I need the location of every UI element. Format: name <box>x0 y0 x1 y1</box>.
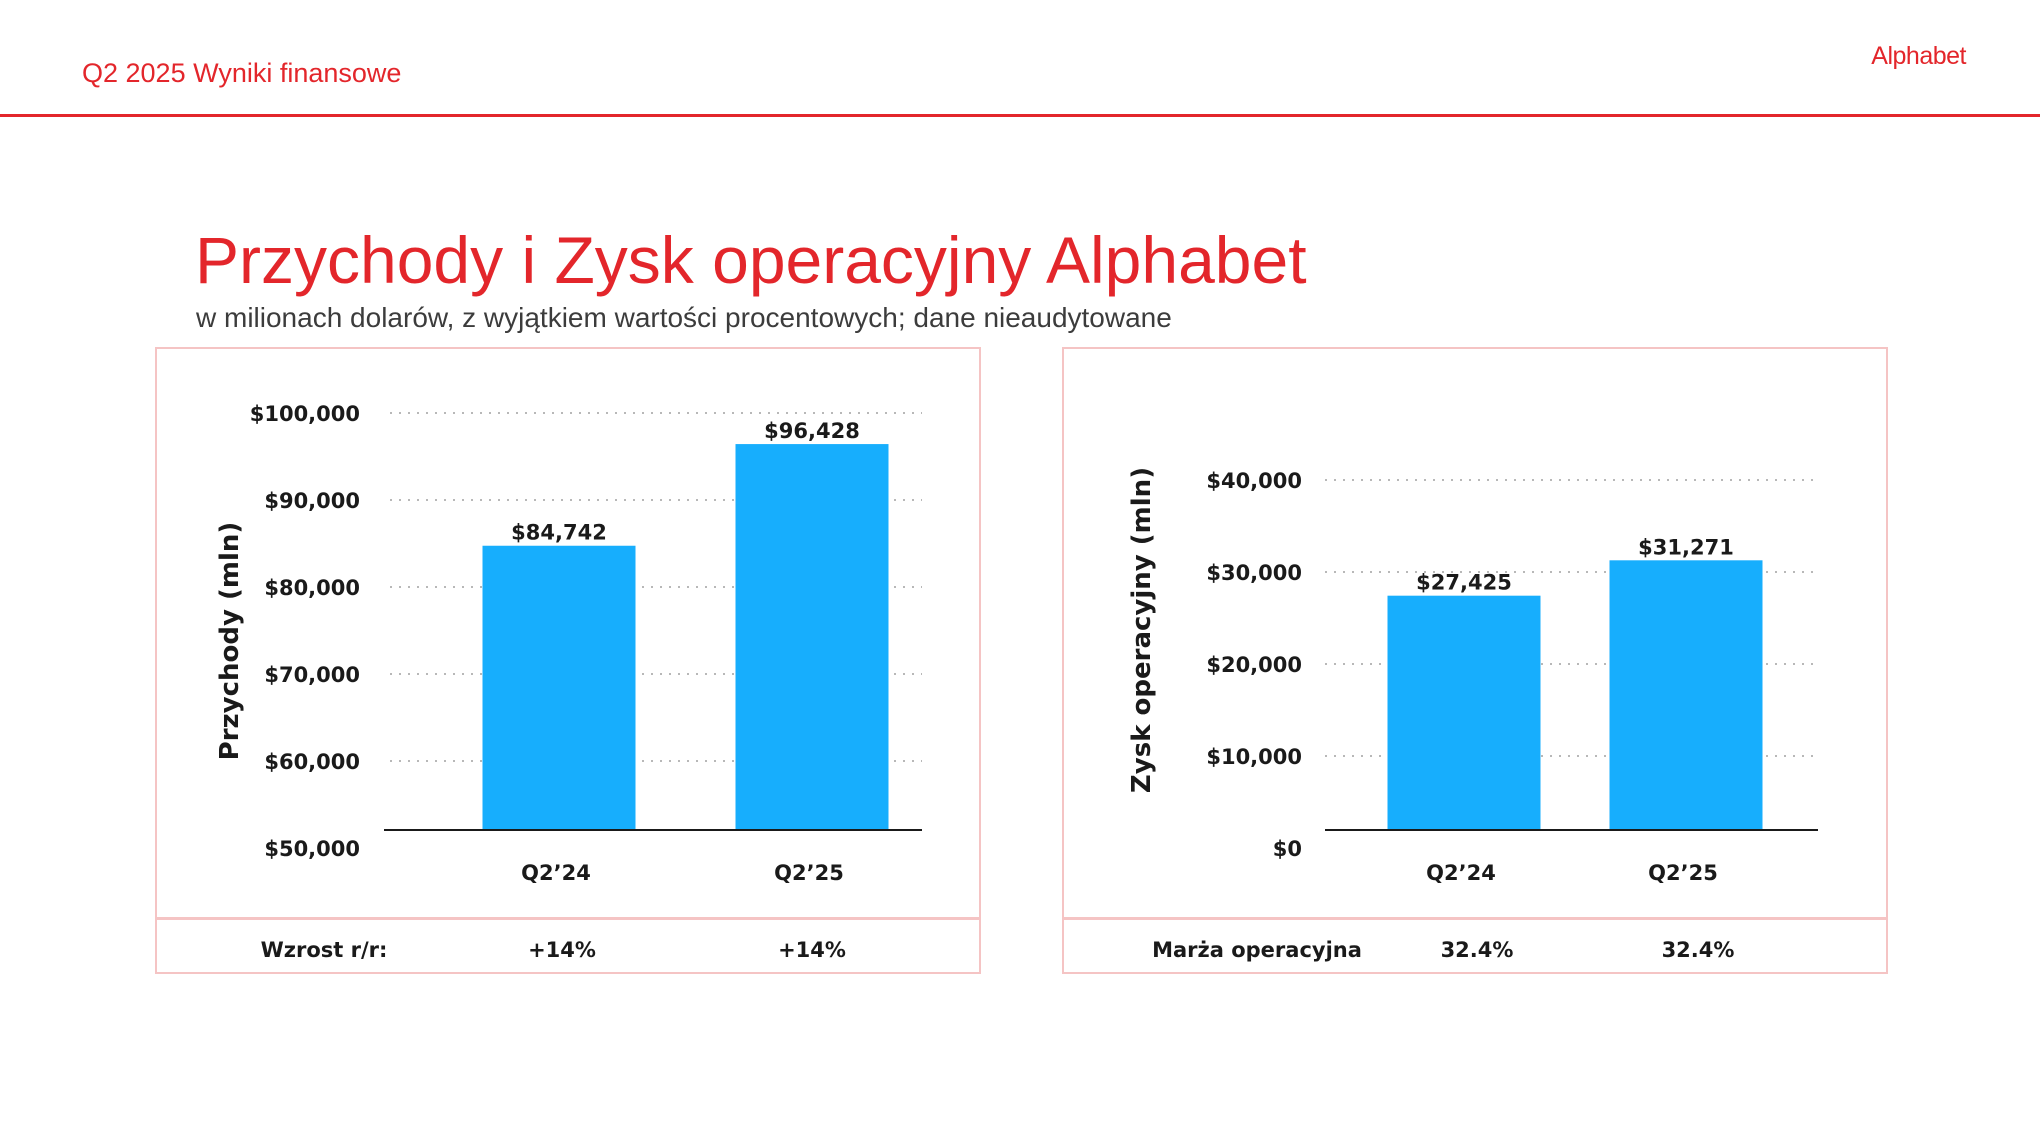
revenue-category-label: Q2’25 <box>774 861 844 885</box>
revenue-ytick-label: $80,000 <box>264 576 360 600</box>
revenue-bar <box>735 444 889 830</box>
operating-income-ytick-label: $10,000 <box>1206 745 1302 769</box>
revenue-ytick-label: $70,000 <box>264 663 360 687</box>
operating-income-value-label: $31,271 <box>1638 535 1734 559</box>
revenue-value-label: $96,428 <box>764 419 860 443</box>
operating-margin-label: Marża operacyjna <box>1152 938 1362 962</box>
operating-income-value-label: $27,425 <box>1416 571 1512 595</box>
operating-income-y-axis-title: Zysk operacyjny (mln) <box>1127 467 1157 793</box>
operating-income-category-label: Q2’24 <box>1426 861 1496 885</box>
revenue-ytick-label: $50,000 <box>264 837 360 861</box>
yoy-growth-label: Wzrost r/r: <box>260 938 388 962</box>
revenue-category-label: Q2’24 <box>521 861 591 885</box>
header-divider <box>0 114 2040 117</box>
operating-income-bar <box>1387 595 1541 830</box>
operating-income-ytick-label: $40,000 <box>1206 469 1302 493</box>
operating-income-category-label: Q2’25 <box>1648 861 1718 885</box>
report-header-label: Q2 2025 Wyniki finansowe <box>82 58 402 88</box>
revenue-value-label: $84,742 <box>511 521 607 545</box>
page-subtitle: w milionach dolarów, z wyjątkiem wartośc… <box>196 302 1172 333</box>
operating-margin-row: Marża operacyjna 32.4% 32.4% <box>1062 918 1888 974</box>
page-title: Przychody i Zysk operacyjny Alphabet <box>195 223 1307 297</box>
operating-margin-q225: 32.4% <box>1661 938 1735 962</box>
operating-income-ytick-label: $30,000 <box>1206 561 1302 585</box>
alphabet-logo: Alphabet <box>1871 42 1966 70</box>
operating-income-ytick-label: $0 <box>1273 837 1302 861</box>
yoy-growth-row: Wzrost r/r: +14% +14% <box>155 918 981 974</box>
revenue-ytick-label: $90,000 <box>264 489 360 513</box>
operating-margin-q224: 32.4% <box>1440 938 1514 962</box>
revenue-ytick-label: $100,000 <box>250 402 360 426</box>
operating-income-bar <box>1609 560 1763 830</box>
yoy-growth-q225: +14% <box>778 938 846 962</box>
revenue-ytick-label: $60,000 <box>264 750 360 774</box>
revenue-bar <box>482 545 636 830</box>
revenue-y-axis-title: Przychody (mln) <box>215 522 245 761</box>
yoy-growth-q224: +14% <box>528 938 596 962</box>
operating-income-ytick-label: $20,000 <box>1206 653 1302 677</box>
